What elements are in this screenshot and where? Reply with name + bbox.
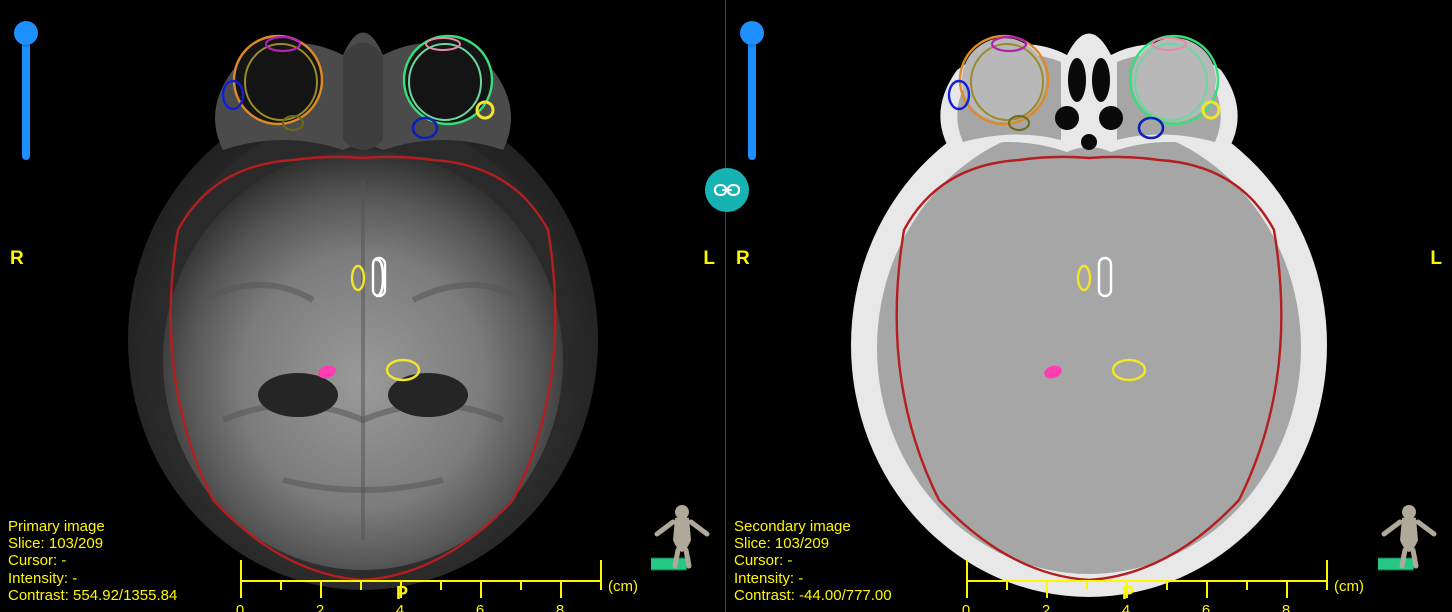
slice-slider-track[interactable] [748, 25, 756, 160]
ruler-unit: (cm) [1334, 578, 1364, 595]
orientation-right: R [10, 248, 24, 270]
orientation-left: L [703, 248, 715, 270]
slice-slider-thumb[interactable] [740, 21, 764, 45]
secondary-cursor: - [787, 552, 792, 569]
primary-intensity: - [72, 570, 77, 587]
orientation-right: R [736, 248, 750, 270]
secondary-intensity: - [798, 570, 803, 587]
slice-slider-thumb[interactable] [14, 21, 38, 45]
orientation-left: L [1430, 248, 1442, 270]
secondary-slice: 103/209 [775, 535, 829, 552]
slice-slider-track[interactable] [22, 25, 30, 160]
secondary-contrast: -44.00/777.00 [799, 587, 892, 604]
primary-panel: R L Primary image Slice: 103/209 Cursor:… [0, 0, 726, 612]
link-panels-button[interactable] [705, 168, 749, 212]
secondary-scan[interactable] [809, 0, 1369, 612]
primary-info: Primary image Slice: 103/209 Cursor: - I… [8, 518, 177, 604]
orientation-posterior: P [396, 583, 408, 604]
primary-title: Primary image [8, 518, 105, 535]
secondary-ruler: 0 2 4 6 8 (cm) [966, 580, 1326, 582]
orientation-posterior: P [1122, 583, 1134, 604]
secondary-info: Secondary image Slice: 103/209 Cursor: -… [734, 518, 892, 604]
primary-cursor: - [61, 552, 66, 569]
primary-ruler: 0 2 4 6 8 (cm) [240, 580, 600, 582]
secondary-title: Secondary image [734, 518, 851, 535]
primary-contrast: 554.92/1355.84 [73, 587, 177, 604]
link-icon [714, 177, 740, 203]
secondary-panel: R L Secondary image Slice: 103/209 Curso… [726, 0, 1452, 612]
orientation-figure-icon [651, 500, 713, 578]
primary-slice: 103/209 [49, 535, 103, 552]
medical-viewer: R L Primary image Slice: 103/209 Cursor:… [0, 0, 1452, 612]
orientation-figure-icon [1378, 500, 1440, 578]
ruler-unit: (cm) [608, 578, 638, 595]
